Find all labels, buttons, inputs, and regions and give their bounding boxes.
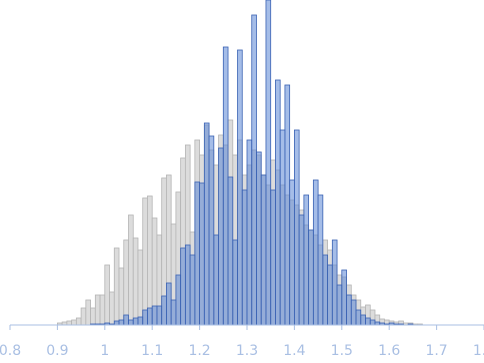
- x-tick-label: 1: [100, 343, 109, 359]
- bar: [227, 176, 234, 326]
- x-tick-label: 1.2: [188, 343, 210, 359]
- bar: [365, 317, 371, 326]
- bar: [270, 189, 276, 326]
- bar: [260, 174, 267, 326]
- bar: [175, 274, 182, 326]
- bar: [109, 291, 115, 326]
- bar: [147, 195, 153, 326]
- bar: [123, 239, 129, 326]
- bar: [203, 122, 210, 326]
- bar: [251, 14, 257, 326]
- bar: [208, 135, 215, 326]
- bar: [137, 316, 144, 326]
- bar: [194, 181, 201, 326]
- bar: [312, 179, 319, 326]
- bar: [75, 317, 82, 326]
- bar: [199, 182, 205, 326]
- x-tick-label: 1.6: [378, 343, 400, 359]
- bar: [246, 139, 253, 326]
- bar: [303, 194, 310, 326]
- bar: [137, 249, 144, 326]
- bar: [237, 49, 243, 326]
- bar: [151, 305, 158, 326]
- bar: [71, 319, 77, 326]
- x-tick-label: 1.5: [331, 343, 353, 359]
- bar: [156, 305, 163, 326]
- bar: [128, 319, 134, 326]
- bar: [350, 299, 357, 326]
- bar: [142, 309, 148, 326]
- bar: [104, 264, 110, 326]
- bar: [213, 234, 219, 326]
- x-tick-label: 1.1: [141, 343, 163, 359]
- bar: [355, 309, 362, 326]
- bar: [222, 46, 229, 326]
- bar: [180, 247, 186, 326]
- bar: [85, 299, 91, 326]
- bar: [166, 282, 172, 326]
- x-tick-label: 1.4: [283, 343, 305, 359]
- bar: [99, 294, 106, 326]
- bar: [265, 0, 272, 326]
- bar: [289, 179, 295, 326]
- bar: [128, 214, 134, 326]
- bar: [284, 84, 291, 326]
- bar: [66, 320, 73, 326]
- bar: [298, 214, 305, 326]
- bar: [317, 194, 324, 326]
- x-tick-label: 0.8: [0, 343, 21, 359]
- bar: [161, 295, 167, 326]
- bar: [170, 299, 177, 326]
- bar: [346, 294, 352, 326]
- bar: [80, 307, 87, 326]
- bar: [90, 307, 96, 326]
- bar: [94, 294, 101, 326]
- bar: [142, 197, 148, 326]
- bar: [360, 314, 366, 326]
- bar: [132, 237, 139, 326]
- bar: [369, 319, 376, 326]
- bar: [293, 129, 300, 326]
- bar: [336, 284, 343, 326]
- bar: [184, 244, 191, 326]
- x-tick-label: 1.7: [425, 343, 447, 359]
- bar: [341, 269, 347, 326]
- x-tick-label: 0.9: [46, 343, 68, 359]
- bar: [189, 254, 196, 326]
- bar: [147, 307, 153, 326]
- bar: [123, 314, 129, 326]
- bar: [327, 264, 333, 326]
- bar: [322, 254, 328, 326]
- bar: [118, 267, 125, 326]
- bar: [113, 320, 120, 326]
- x-tick-label: 1.3: [236, 343, 258, 359]
- bar: [275, 79, 281, 326]
- bar: [232, 239, 238, 326]
- bar: [132, 317, 139, 326]
- bar: [279, 129, 286, 326]
- bar: [118, 319, 125, 326]
- bar: [256, 151, 262, 326]
- bar: [241, 189, 248, 326]
- bar: [331, 239, 338, 326]
- bar: [218, 147, 224, 326]
- x-tick-label: 1.8: [473, 343, 484, 359]
- bar: [308, 229, 314, 326]
- bar: [113, 247, 120, 326]
